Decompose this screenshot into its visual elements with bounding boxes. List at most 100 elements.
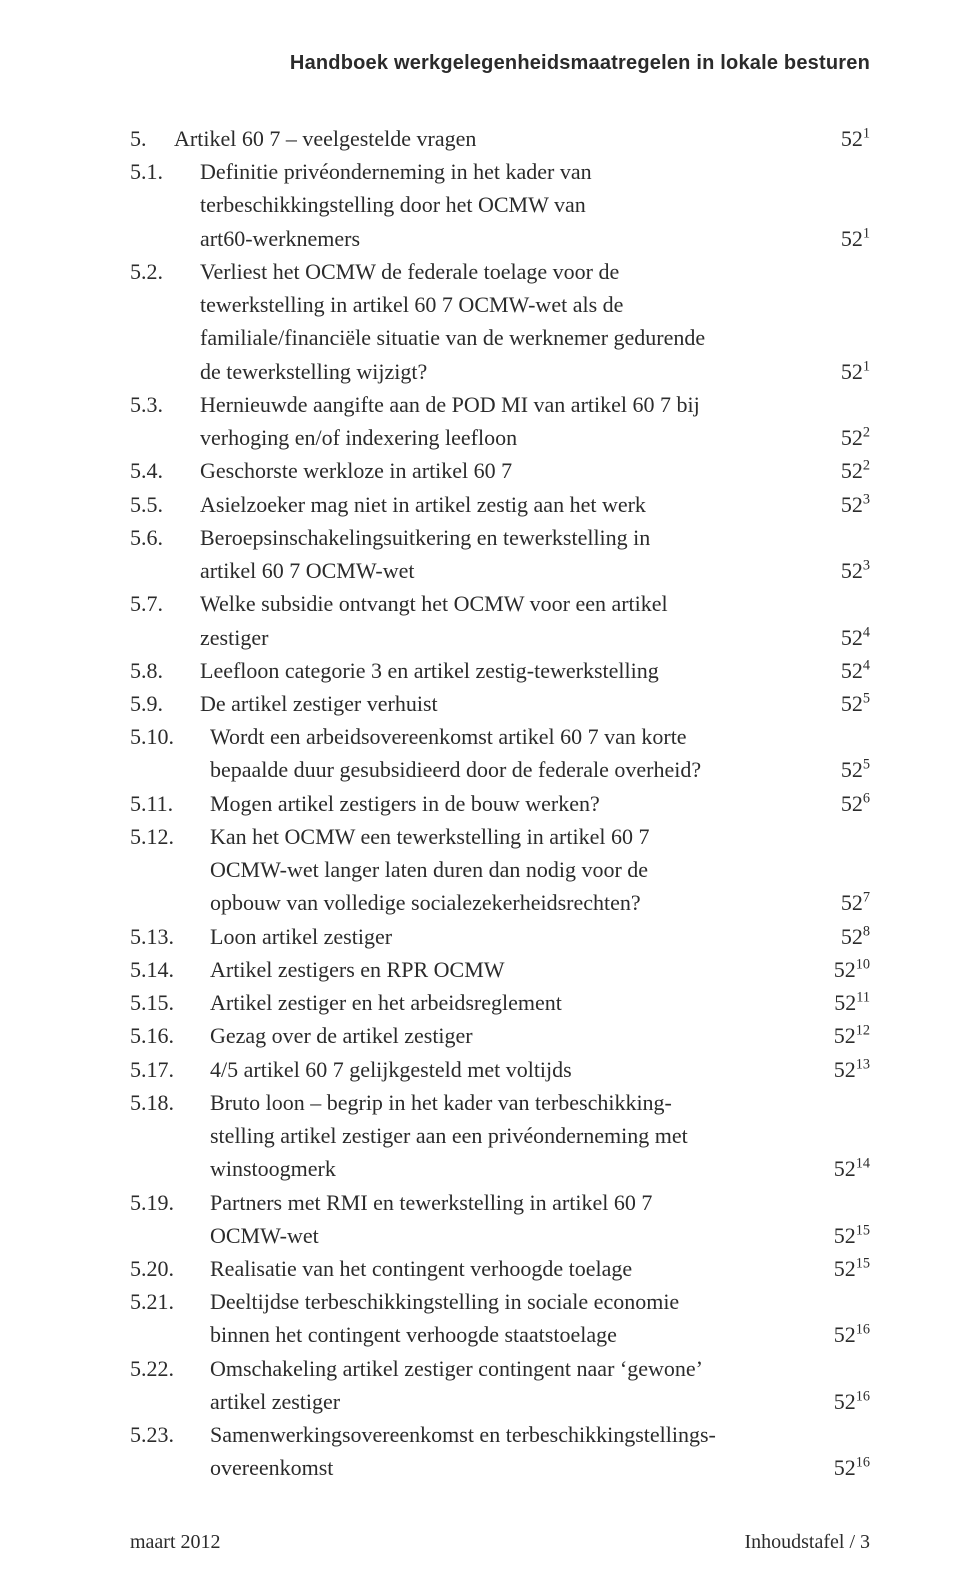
toc-entry-text: bepaalde duur gesubsidieerd door de fede… xyxy=(200,754,841,785)
toc-entry: 5.16.Gezag over de artikel zestiger5212 xyxy=(130,1020,870,1051)
toc-entry: 5.13.Loon artikel zestiger528 xyxy=(130,921,870,952)
toc-entry: de tewerkstelling wijzigt?521 xyxy=(130,356,870,387)
toc-entry-text: opbouw van volledige socialezekerheidsre… xyxy=(200,887,841,918)
toc-entry-page: 523 xyxy=(841,555,870,586)
toc-entry-text: Kan het OCMW een tewerkstelling in artik… xyxy=(200,821,870,852)
toc-entry: 5.2.Verliest het OCMW de federale toelag… xyxy=(130,256,870,287)
toc-entry-text: Welke subsidie ontvangt het OCMW voor ee… xyxy=(190,588,870,619)
footer-left: maart 2012 xyxy=(130,1531,221,1554)
toc-entry: 5.12.Kan het OCMW een tewerkstelling in … xyxy=(130,821,870,852)
toc-entry-number: 5.4. xyxy=(130,455,190,486)
toc-entry-page: 524 xyxy=(841,655,870,686)
toc-entry-page: 524 xyxy=(841,622,870,653)
toc-entry-text: Loon artikel zestiger xyxy=(200,921,841,952)
toc-entry-text: Samenwerkingsovereenkomst en terbeschikk… xyxy=(200,1419,870,1450)
toc-entry: artikel zestiger5216 xyxy=(130,1386,870,1417)
toc-entry-page: 5212 xyxy=(834,1020,870,1051)
toc-entry: 5.22.Omschakeling artikel zestiger conti… xyxy=(130,1353,870,1384)
toc-entry-text: Geschorste werkloze in artikel 60 7 xyxy=(190,455,841,486)
toc-entry-text: Artikel zestiger en het arbeidsreglement xyxy=(200,987,834,1018)
toc-entry-text: verhoging en/of indexering leefloon xyxy=(190,422,841,453)
toc-entry-number: 5.20. xyxy=(130,1253,200,1284)
toc-entry: overeenkomst5216 xyxy=(130,1452,870,1483)
toc-entry-text: Omschakeling artikel zestiger contingent… xyxy=(200,1353,870,1384)
toc-entry-number: 5.19. xyxy=(130,1187,200,1218)
toc-entry: zestiger524 xyxy=(130,622,870,653)
toc-entry: 5.15.Artikel zestiger en het arbeidsregl… xyxy=(130,987,870,1018)
toc-entry: 5.9.De artikel zestiger verhuist525 xyxy=(130,688,870,719)
toc-entry-text: Definitie privéonderneming in het kader … xyxy=(190,156,870,187)
running-head: Handboek werkgelegenheidsmaatregelen in … xyxy=(130,52,870,75)
toc-entry-number: 5.18. xyxy=(130,1087,200,1118)
toc-entry-text: de tewerkstelling wijzigt? xyxy=(190,356,841,387)
toc-entry: OCMW-wet langer laten duren dan nodig vo… xyxy=(130,854,870,885)
toc-entry-page: 525 xyxy=(841,754,870,785)
toc-entry: bepaalde duur gesubsidieerd door de fede… xyxy=(130,754,870,785)
toc-entry-page: 5211 xyxy=(834,987,870,1018)
toc-entry-text: binnen het contingent verhoogde staatsto… xyxy=(200,1319,834,1350)
toc-entry-text: Bruto loon – begrip in het kader van ter… xyxy=(200,1087,870,1118)
toc-entry-text: overeenkomst xyxy=(200,1452,834,1483)
page-footer: maart 2012 Inhoudstafel / 3 xyxy=(130,1531,870,1554)
toc-entry-text: artikel 60 7 OCMW-wet xyxy=(190,555,841,586)
toc-entry: OCMW-wet5215 xyxy=(130,1220,870,1251)
toc-entry: artikel 60 7 OCMW-wet523 xyxy=(130,555,870,586)
toc-entry-number: 5.17. xyxy=(130,1054,200,1085)
table-of-contents: 5.Artikel 60 7 – veelgestelde vragen5215… xyxy=(130,123,870,1484)
toc-entry: 5.18.Bruto loon – begrip in het kader va… xyxy=(130,1087,870,1118)
toc-entry: 5.3.Hernieuwde aangifte aan de POD MI va… xyxy=(130,389,870,420)
toc-entry-text: art60-werknemers xyxy=(190,223,841,254)
toc-entry: terbeschikkingstelling door het OCMW van xyxy=(130,189,870,220)
toc-entry-number: 5.2. xyxy=(130,256,190,287)
toc-entry-text: Deeltijdse terbeschikkingstelling in soc… xyxy=(200,1286,870,1317)
toc-entry-page: 5215 xyxy=(834,1253,870,1284)
toc-entry-page: 522 xyxy=(841,455,870,486)
toc-entry-text: De artikel zestiger verhuist xyxy=(190,688,841,719)
toc-entry-text: Beroepsinschakelingsuitkering en tewerks… xyxy=(190,522,870,553)
toc-entry: 5.8.Leefloon categorie 3 en artikel zest… xyxy=(130,655,870,686)
toc-entry-number: 5.22. xyxy=(130,1353,200,1384)
toc-entry-text: Gezag over de artikel zestiger xyxy=(200,1020,834,1051)
toc-entry-page: 526 xyxy=(841,788,870,819)
toc-entry: 5.21.Deeltijdse terbeschikkingstelling i… xyxy=(130,1286,870,1317)
toc-entry-text: Verliest het OCMW de federale toelage vo… xyxy=(190,256,870,287)
toc-entry-text: Asielzoeker mag niet in artikel zestig a… xyxy=(190,489,841,520)
toc-entry-page: 528 xyxy=(841,921,870,952)
toc-entry: binnen het contingent verhoogde staatsto… xyxy=(130,1319,870,1350)
toc-entry: 5.23.Samenwerkingsovereenkomst en terbes… xyxy=(130,1419,870,1450)
toc-entry-number: 5.5. xyxy=(130,489,190,520)
toc-entry-number: 5.11. xyxy=(130,788,200,819)
toc-entry-text: zestiger xyxy=(190,622,841,653)
toc-entry-text: OCMW-wet langer laten duren dan nodig vo… xyxy=(200,854,870,885)
toc-entry-number: 5.7. xyxy=(130,588,190,619)
toc-entry: tewerkstelling in artikel 60 7 OCMW-wet … xyxy=(130,289,870,320)
toc-entry-page: 521 xyxy=(841,123,870,154)
toc-entry: 5.6.Beroepsinschakelingsuitkering en tew… xyxy=(130,522,870,553)
toc-entry-text: Leefloon categorie 3 en artikel zestig-t… xyxy=(190,655,841,686)
toc-entry-text: Artikel zestigers en RPR OCMW xyxy=(200,954,834,985)
toc-entry-number: 5.13. xyxy=(130,921,200,952)
toc-entry-page: 5216 xyxy=(834,1319,870,1350)
toc-entry-text: Hernieuwde aangifte aan de POD MI van ar… xyxy=(190,389,870,420)
toc-entry-page: 521 xyxy=(841,223,870,254)
toc-entry-page: 5216 xyxy=(834,1386,870,1417)
toc-entry-page: 521 xyxy=(841,356,870,387)
toc-entry: verhoging en/of indexering leefloon522 xyxy=(130,422,870,453)
toc-entry-page: 5216 xyxy=(834,1452,870,1483)
toc-entry-number: 5.8. xyxy=(130,655,190,686)
toc-entry-text: 4/5 artikel 60 7 gelijkgesteld met volti… xyxy=(200,1054,834,1085)
toc-entry: 5.1.Definitie privéonderneming in het ka… xyxy=(130,156,870,187)
toc-entry-number: 5.14. xyxy=(130,954,200,985)
toc-entry-page: 5210 xyxy=(834,954,870,985)
toc-entry-page: 5214 xyxy=(834,1153,870,1184)
document-page: Handboek werkgelegenheidsmaatregelen in … xyxy=(0,0,960,1594)
toc-entry: 5.7.Welke subsidie ontvangt het OCMW voo… xyxy=(130,588,870,619)
toc-entry-text: tewerkstelling in artikel 60 7 OCMW-wet … xyxy=(190,289,870,320)
toc-entry-number: 5.12. xyxy=(130,821,200,852)
toc-entry: art60-werknemers521 xyxy=(130,223,870,254)
toc-entry-text: terbeschikkingstelling door het OCMW van xyxy=(190,189,870,220)
toc-entry-number: 5.3. xyxy=(130,389,190,420)
toc-entry-text: winstoogmerk xyxy=(200,1153,834,1184)
toc-entry-page: 527 xyxy=(841,887,870,918)
toc-entry: 5.19.Partners met RMI en tewerkstelling … xyxy=(130,1187,870,1218)
